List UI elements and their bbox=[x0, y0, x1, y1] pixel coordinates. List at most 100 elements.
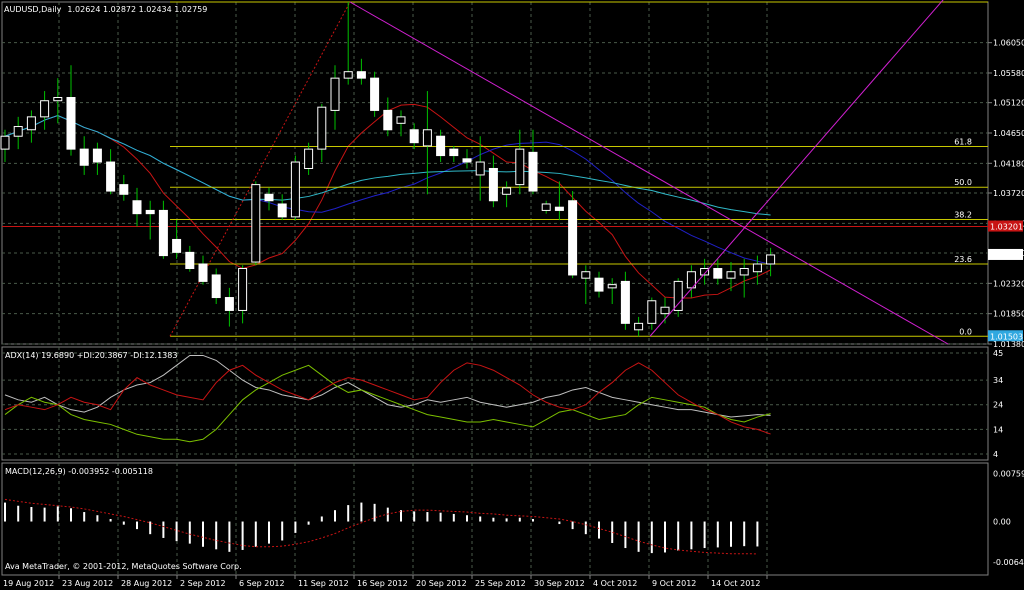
candle-body bbox=[330, 77, 340, 111]
macd-signal-line bbox=[4, 498, 758, 555]
fib-level-label: 100.0 bbox=[949, 0, 972, 2]
macd-title: MACD(12,26,9) -0.003952 -0.005118 bbox=[5, 467, 153, 476]
candle-body bbox=[686, 271, 696, 289]
candle-body bbox=[554, 206, 564, 211]
adx-pane-frame bbox=[1, 346, 989, 461]
candle-body bbox=[238, 268, 248, 311]
candle-body bbox=[475, 161, 485, 176]
candle-body bbox=[13, 126, 23, 137]
macd-tick-label: -0.00642 bbox=[993, 558, 1024, 567]
candle-body bbox=[436, 135, 446, 157]
candle-body bbox=[422, 129, 432, 147]
candle-body bbox=[211, 274, 221, 299]
candle-body bbox=[700, 268, 710, 276]
time-tick-label: 20 Sep 2012 bbox=[416, 579, 467, 588]
time-tick-label: 19 Aug 2012 bbox=[3, 579, 54, 588]
candle-body bbox=[145, 209, 155, 215]
trendlines[interactable] bbox=[349, 0, 949, 345]
time-axis: 19 Aug 2012 23 Aug 2012 28 Aug 2012 2 Sep 2… bbox=[3, 575, 768, 588]
time-tick-label: 9 Oct 2012 bbox=[652, 579, 696, 588]
adx-lines bbox=[4, 354, 771, 443]
candle-body bbox=[158, 209, 168, 257]
candle-body bbox=[66, 97, 76, 150]
fib-level-label: 38.2 bbox=[954, 210, 972, 219]
candle-body bbox=[449, 148, 459, 157]
time-tick-label: 28 Aug 2012 bbox=[121, 579, 172, 588]
fib-level-label: 23.6 bbox=[954, 255, 972, 264]
candle-body bbox=[185, 251, 195, 270]
adx-title: ADX(14) 19.6890 +DI:20.3867 -DI:12.1383 bbox=[5, 351, 177, 360]
candle-body bbox=[594, 277, 604, 292]
candle-body bbox=[251, 184, 261, 263]
up-trendline bbox=[649, 0, 944, 337]
adx-tick-label: 45 bbox=[993, 349, 1003, 358]
adx-tick-label: 34 bbox=[993, 376, 1003, 385]
macd-plot bbox=[4, 498, 759, 555]
candle-body bbox=[53, 97, 63, 102]
current-price-tag-bg bbox=[988, 248, 1023, 260]
blue-line-tag: 1.01503 bbox=[990, 332, 1023, 341]
moving-average-3 bbox=[4, 115, 771, 216]
time-tick-label: 4 Oct 2012 bbox=[593, 579, 637, 588]
candle-body bbox=[290, 161, 300, 218]
symbol-title: AUDUSD,Daily 1.02624 1.02872 1.02434 1.02… bbox=[4, 5, 207, 14]
candle-body bbox=[726, 271, 736, 279]
candle-body bbox=[660, 306, 670, 315]
price-tick-label: 1.05120 bbox=[993, 99, 1024, 108]
fib-retracement-diagonal bbox=[169, 1, 351, 337]
down-trendline bbox=[349, 1, 949, 345]
price-tick-label: 1.04650 bbox=[993, 129, 1024, 138]
fib-level-label: 0.0 bbox=[959, 327, 972, 336]
candle-body bbox=[568, 200, 578, 276]
candle-body bbox=[528, 151, 538, 192]
watermark: Ava MetaTrader, © 2001-2012, MetaQuotes … bbox=[5, 562, 242, 571]
candle-body bbox=[383, 109, 393, 131]
adx-tick-label: 4 bbox=[993, 450, 998, 459]
price-axis: 1.06050 1.05580 1.05120 1.04650 1.04180 1.037… bbox=[988, 39, 1024, 567]
price-tick-label: 1.01850 bbox=[993, 310, 1024, 319]
adx-series-minusdi bbox=[4, 362, 771, 435]
fib-level-label: 61.8 bbox=[954, 138, 972, 147]
candle-body bbox=[40, 100, 50, 118]
adx-series-adx bbox=[4, 354, 771, 418]
price-tick-label: 1.05580 bbox=[993, 69, 1024, 78]
candle-body bbox=[488, 167, 498, 202]
candle-body bbox=[752, 263, 762, 273]
fib-level-label: 50.0 bbox=[954, 178, 972, 187]
price-tick-label: 1.04180 bbox=[993, 159, 1024, 168]
time-tick-label: 14 Oct 2012 bbox=[711, 579, 760, 588]
candle-body bbox=[634, 322, 644, 331]
candles bbox=[0, 2, 776, 337]
time-tick-label: 23 Aug 2012 bbox=[62, 579, 113, 588]
current-price-tag: 1.02759 bbox=[990, 251, 1023, 260]
time-tick-label: 25 Sep 2012 bbox=[475, 579, 526, 588]
adx-tick-label: 24 bbox=[993, 401, 1003, 410]
candle-body bbox=[713, 268, 723, 279]
candle-body bbox=[343, 71, 353, 79]
time-tick-label: 11 Sep 2012 bbox=[298, 579, 349, 588]
grid bbox=[2, 2, 988, 575]
adx-series-plusdi bbox=[4, 364, 771, 443]
macd-pane-frame bbox=[1, 462, 989, 576]
candle-body bbox=[502, 187, 512, 195]
candle-body bbox=[607, 284, 617, 289]
candle-body bbox=[515, 148, 525, 186]
candle-body bbox=[264, 193, 274, 202]
time-tick-label: 30 Sep 2012 bbox=[534, 579, 585, 588]
blue-line-tag-bg bbox=[988, 330, 1023, 342]
candle-body bbox=[119, 184, 129, 195]
candle-body bbox=[356, 71, 366, 79]
candle-body bbox=[92, 148, 102, 163]
candle-body bbox=[739, 268, 749, 276]
candle-body bbox=[409, 129, 419, 144]
candle-body bbox=[370, 77, 380, 111]
candle-body bbox=[79, 148, 89, 166]
candle-body bbox=[396, 116, 406, 124]
time-tick-label: 16 Sep 2012 bbox=[357, 579, 408, 588]
candle-body bbox=[224, 297, 234, 311]
candle-body bbox=[766, 254, 776, 265]
red-line-tag-bg bbox=[988, 220, 1023, 232]
macd-tick-label: 0.00759 bbox=[993, 470, 1024, 479]
